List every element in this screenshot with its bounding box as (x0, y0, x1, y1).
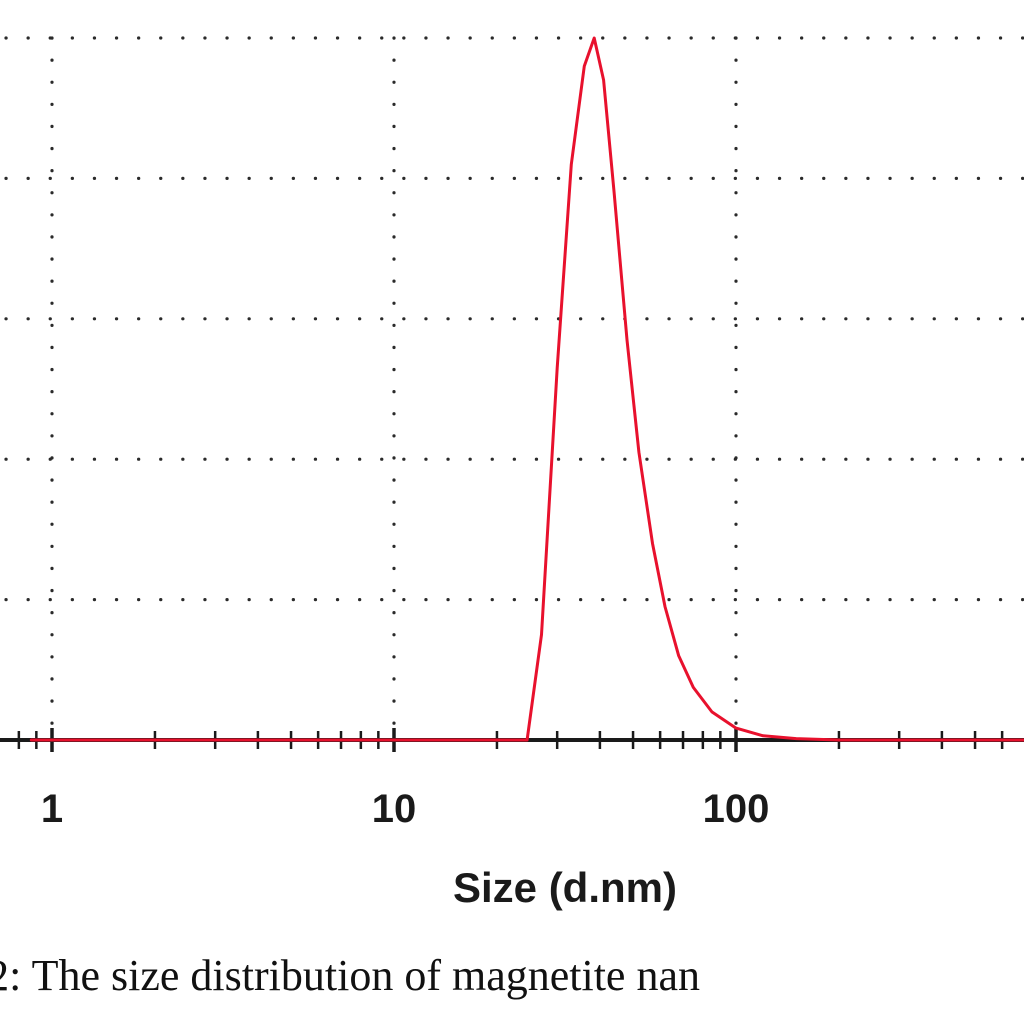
x-tick-label: 100 (703, 787, 770, 831)
x-tick-label: 10 (372, 787, 417, 831)
tick-labels: 1101001000 (41, 787, 770, 831)
figure-caption: re 2: The size distribution of magnetite… (0, 944, 1024, 1014)
series-line (29, 36, 1024, 742)
size-distribution-chart: 1101001000 Size (d.nm) (0, 36, 1024, 911)
figure-caption-text: re 2: The size distribution of magnetite… (0, 951, 700, 1000)
series-layer (29, 36, 1024, 742)
grid (4, 36, 1024, 742)
x-tick-label: 1 (41, 787, 63, 831)
x-axis-title: Size (d.nm) (453, 864, 677, 911)
